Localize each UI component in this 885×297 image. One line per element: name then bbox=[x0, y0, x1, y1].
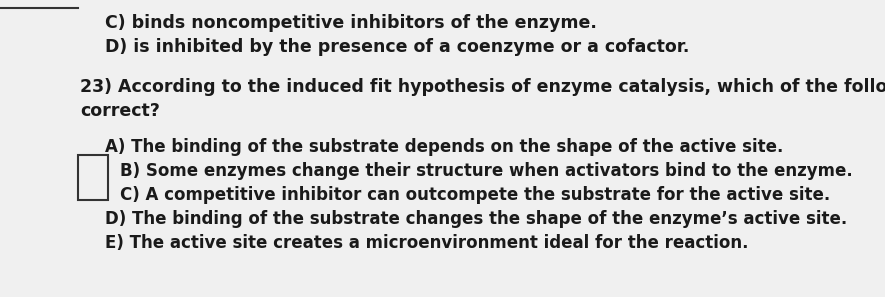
Bar bbox=[78, 155, 108, 200]
Text: D) The binding of the substrate changes the shape of the enzyme’s active site.: D) The binding of the substrate changes … bbox=[105, 210, 847, 228]
Text: C) A competitive inhibitor can outcompete the substrate for the active site.: C) A competitive inhibitor can outcompet… bbox=[120, 186, 830, 204]
Text: A) The binding of the substrate depends on the shape of the active site.: A) The binding of the substrate depends … bbox=[105, 138, 783, 156]
Text: D) is inhibited by the presence of a coenzyme or a cofactor.: D) is inhibited by the presence of a coe… bbox=[105, 38, 689, 56]
Text: correct?: correct? bbox=[80, 102, 160, 120]
Text: 23) According to the induced fit hypothesis of enzyme catalysis, which of the fo: 23) According to the induced fit hypothe… bbox=[80, 78, 885, 96]
Text: E) The active site creates a microenvironment ideal for the reaction.: E) The active site creates a microenviro… bbox=[105, 234, 749, 252]
Text: B) Some enzymes change their structure when activators bind to the enzyme.: B) Some enzymes change their structure w… bbox=[120, 162, 853, 180]
Text: C) binds noncompetitive inhibitors of the enzyme.: C) binds noncompetitive inhibitors of th… bbox=[105, 14, 596, 32]
